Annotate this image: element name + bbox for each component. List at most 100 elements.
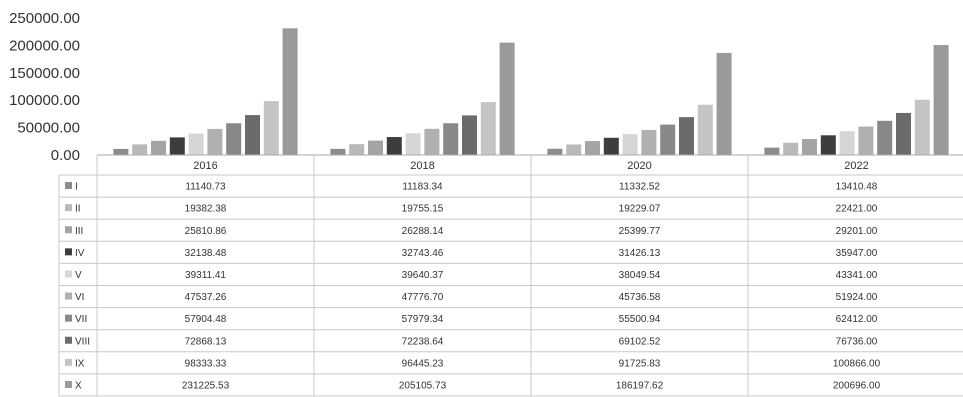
bar-vi-2016 [207,128,223,155]
bar-iii-2018 [368,140,383,155]
legend-key [65,314,72,322]
table-cell: 72868.13 [185,336,227,347]
table-cell: 11183.34 [402,182,443,193]
table-cell: 39640.37 [402,270,444,281]
series-label: IV [75,248,85,259]
legend-key [65,292,72,300]
series-label: X [75,380,82,391]
table-cell: 35947.00 [836,248,878,259]
table-cell: 231225.53 [182,380,230,391]
bar-ii-2016 [132,144,148,155]
table-cell: 47537.26 [185,292,227,303]
bar-viii-2018 [462,115,477,155]
bar-iv-2018 [386,137,402,155]
category-label: 2020 [627,160,651,172]
table-cell: 72238.64 [402,336,444,347]
table-cell: 96445.23 [402,358,444,369]
bar-ix-2022 [914,99,930,155]
bar-i-2018 [330,148,346,155]
bar-vi-2022 [858,126,874,155]
table-cell: 62412.00 [836,314,878,325]
bar-v-2020 [622,134,638,155]
table-cell: 39311.41 [185,270,226,281]
table-cell: 186197.62 [616,380,664,391]
table-cell: 25399.77 [619,226,661,237]
table-cell: 32138.48 [185,248,227,259]
series-label: VIII [75,336,90,347]
bar-v-2018 [405,133,421,155]
y-tick-label: 200000.00 [9,37,80,54]
bar-vi-2020 [641,129,657,155]
category-label: 2022 [844,160,868,172]
bar-ix-2018 [480,102,496,155]
table-cell: 29201.00 [836,226,878,237]
y-tick-label: 150000.00 [9,65,80,82]
table-cell: 69102.52 [619,336,661,347]
bar-v-2022 [839,131,855,155]
table-cell: 57979.34 [402,314,444,325]
table-cell: 55500.94 [619,314,661,325]
table-cell: 47776.70 [402,292,444,303]
bar-ii-2022 [783,142,799,155]
bar-ii-2020 [566,144,582,155]
table-cell: 200696.00 [833,380,881,391]
table-cell: 19382.38 [185,204,227,215]
table-cell: 13410.48 [836,182,878,193]
table-cell: 11140.73 [185,182,226,193]
table-cell: 25810.86 [185,226,227,237]
category-label: 2018 [410,160,434,172]
table-cell: 43341.00 [836,270,878,281]
bar-vii-2022 [877,120,893,155]
legend-key [65,204,72,212]
bar-viii-2022 [896,112,911,155]
bar-iii-2022 [802,138,817,155]
legend-key [65,358,72,366]
series-label: IX [75,358,85,369]
table-cell: 22421.00 [836,204,878,215]
table-cell: 11332.52 [619,182,660,193]
series-label: III [75,226,83,237]
series-label: VII [75,314,87,325]
y-tick-label: 0.00 [51,147,80,164]
legend-key [65,248,72,256]
table-cell: 31426.13 [619,248,661,259]
bar-ix-2016 [263,101,279,155]
bar-x-2020 [716,52,732,156]
bar-v-2016 [188,133,204,155]
series-label: VI [75,292,84,303]
data-table: 2016 2018 2020 2022 I 11140.73 11183.34 11332.5… [58,154,963,397]
legend-key [65,226,72,234]
legend-key [65,182,72,190]
table-cell: 26288.14 [402,226,444,237]
table-cell: 76736.00 [836,336,878,347]
table-cell: 38049.54 [619,270,661,281]
table-cell: 91725.83 [619,358,661,369]
table-cell: 45736.58 [619,292,661,303]
bar-x-2016 [282,28,298,156]
bar-vi-2018 [424,128,440,155]
bar-viii-2020 [679,117,694,155]
bar-iv-2016 [169,137,185,155]
y-tick-label: 250000.00 [9,10,80,27]
table-cell: 19755.15 [402,204,444,215]
bar-vii-2020 [660,124,676,155]
table-cell: 98333.33 [185,358,227,369]
legend-key [65,336,72,344]
bars [113,28,949,156]
legend-key [65,380,72,388]
bar-iii-2020 [585,141,600,155]
series-label: V [75,270,82,281]
bar-iv-2022 [820,135,836,155]
table-cell: 57904.48 [185,314,227,325]
bar-ii-2018 [349,144,365,155]
table-cell: 100866.00 [833,358,881,369]
table-cell: 205105.73 [399,380,447,391]
bar-vii-2018 [443,123,459,155]
table-cell: 51924.00 [836,292,878,303]
bar-iv-2020 [603,137,619,155]
series-label: I [75,182,78,193]
y-axis: 250000.00 200000.00 150000.00 100000.00 5000… [9,10,80,164]
bar-ix-2020 [697,104,713,155]
bar-iii-2016 [151,140,166,155]
